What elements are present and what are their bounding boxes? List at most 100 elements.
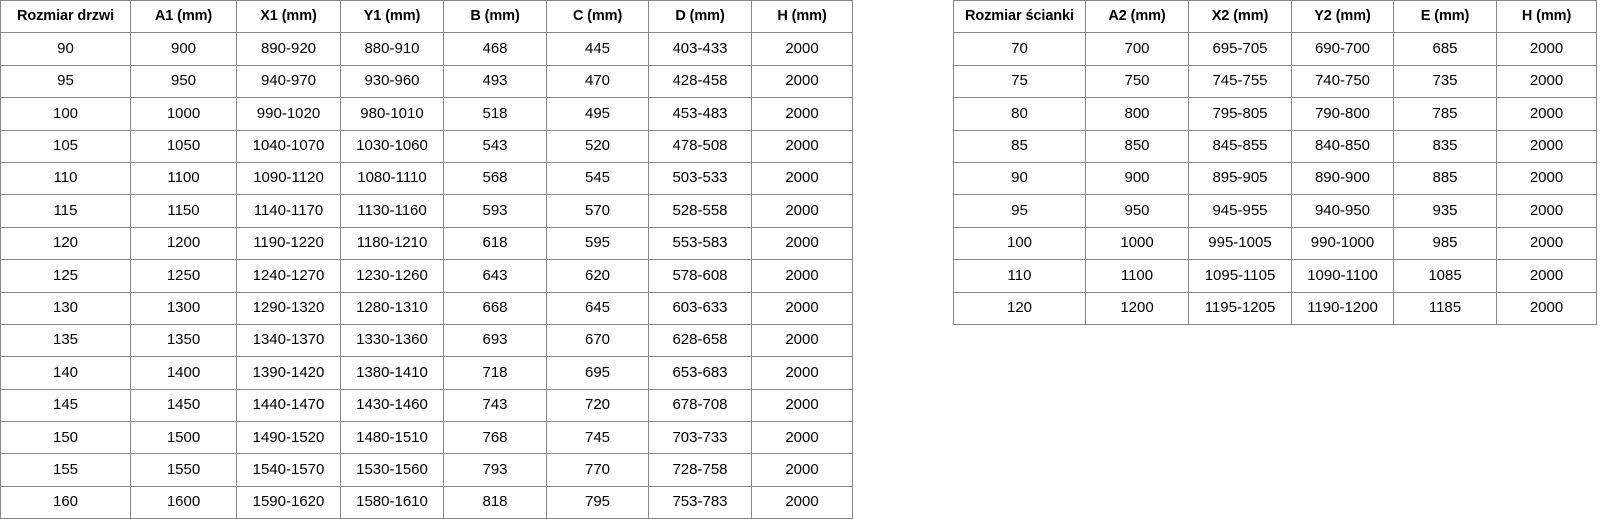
table-cell: 135 — [0, 323, 131, 358]
table-row: 120 1200 1195-1205 1190-1200 1185 2000 — [953, 291, 1597, 325]
table-cell: 2000 — [1496, 161, 1597, 196]
table-cell: 1190-1200 — [1291, 291, 1394, 325]
table-cell: 750 — [1085, 64, 1189, 99]
table-cell: 2000 — [1496, 129, 1597, 163]
table-row: 115 1150 1140-1170 1130-1160 593 570 528-558 20… — [0, 194, 853, 228]
column-header-a2: A2 (mm) — [1085, 0, 1189, 34]
table-cell: 120 — [0, 226, 131, 261]
table-cell: 1300 — [130, 291, 237, 325]
table-cell: 1240-1270 — [236, 259, 341, 293]
table-cell: 95 — [0, 64, 131, 99]
table-cell: 2000 — [751, 291, 853, 325]
table-row: 135 1350 1340-1370 1330-1360 693 670 628-658 20… — [0, 323, 853, 358]
table-cell: 2000 — [751, 226, 853, 261]
table-cell: 1100 — [1085, 259, 1189, 293]
table-cell: 570 — [546, 194, 649, 228]
table-row: 100 1000 995-1005 990-1000 985 2000 — [953, 226, 1597, 261]
table-cell: 80 — [953, 97, 1086, 131]
table-row: 95 950 945-955 940-950 935 2000 — [953, 194, 1597, 228]
table-cell: 1490-1520 — [236, 421, 341, 455]
table-cell: 568 — [443, 161, 547, 196]
table-cell: 1480-1510 — [340, 421, 444, 455]
table-row: 90 900 890-920 880-910 468 445 403-433 2000 — [0, 32, 853, 66]
table-cell: 885 — [1393, 161, 1497, 196]
table-cell: 1500 — [130, 421, 237, 455]
table-cell: 2000 — [1496, 64, 1597, 99]
table-row: 90 900 895-905 890-900 885 2000 — [953, 161, 1597, 196]
table-cell: 90 — [953, 161, 1086, 196]
table-cell: 2000 — [1496, 259, 1597, 293]
table-cell: 160 — [0, 485, 131, 519]
table-row: 95 950 940-970 930-960 493 470 428-458 2000 — [0, 64, 853, 99]
table-cell: 155 — [0, 453, 131, 487]
table-cell: 735 — [1393, 64, 1497, 99]
table-cell: 2000 — [751, 194, 853, 228]
table-cell: 2000 — [1496, 194, 1597, 228]
table-cell: 593 — [443, 194, 547, 228]
door-size-specification-table: Rozmiar drzwi A1 (mm) X1 (mm) Y1 (mm) B … — [0, 0, 853, 519]
table-row: 110 1100 1090-1120 1080-1110 568 545 503-533 20… — [0, 161, 853, 196]
table-row: 160 1600 1590-1620 1580-1610 818 795 753-783 20… — [0, 485, 853, 519]
table-cell: 690-700 — [1291, 32, 1394, 66]
table-cell: 428-458 — [648, 64, 752, 99]
table-cell: 100 — [953, 226, 1086, 261]
table-row: 80 800 795-805 790-800 785 2000 — [953, 97, 1597, 131]
table-cell: 795 — [546, 485, 649, 519]
table-cell: 793 — [443, 453, 547, 487]
table-cell: 1600 — [130, 485, 237, 519]
table-cell: 1250 — [130, 259, 237, 293]
table-cell: 935 — [1393, 194, 1497, 228]
table-cell: 835 — [1393, 129, 1497, 163]
table-cell: 115 — [0, 194, 131, 228]
table-cell: 578-608 — [648, 259, 752, 293]
table-cell: 445 — [546, 32, 649, 66]
table-cell: 1350 — [130, 323, 237, 358]
table-cell: 785 — [1393, 97, 1497, 131]
table-cell: 2000 — [751, 129, 853, 163]
wall-table-header: Rozmiar ścianki A2 (mm) X2 (mm) Y2 (mm) … — [953, 0, 1597, 34]
table-cell: 850 — [1085, 129, 1189, 163]
table-cell: 478-508 — [648, 129, 752, 163]
table-row: 150 1500 1490-1520 1480-1510 768 745 703-733 20… — [0, 421, 853, 455]
table-cell: 470 — [546, 64, 649, 99]
table-cell: 75 — [953, 64, 1086, 99]
table-cell: 1140-1170 — [236, 194, 341, 228]
table-cell: 453-483 — [648, 97, 752, 131]
table-cell: 1590-1620 — [236, 485, 341, 519]
table-cell: 1000 — [1085, 226, 1189, 261]
table-cell: 940-950 — [1291, 194, 1394, 228]
table-cell: 743 — [443, 388, 547, 423]
table-cell: 1195-1205 — [1188, 291, 1292, 325]
table-row: 140 1400 1390-1420 1380-1410 718 695 653-683 20… — [0, 356, 853, 390]
table-cell: 2000 — [1496, 97, 1597, 131]
door-size-table-container: Rozmiar drzwi A1 (mm) X1 (mm) Y1 (mm) B … — [0, 0, 853, 519]
table-cell: 140 — [0, 356, 131, 390]
table-cell: 1000 — [130, 97, 237, 131]
wall-panel-size-specification-table: Rozmiar ścianki A2 (mm) X2 (mm) Y2 (mm) … — [953, 0, 1597, 325]
table-cell: 700 — [1085, 32, 1189, 66]
table-cell: 753-783 — [648, 485, 752, 519]
table-cell: 2000 — [751, 323, 853, 358]
table-cell: 895-905 — [1188, 161, 1292, 196]
column-header-x2: X2 (mm) — [1188, 0, 1292, 34]
table-cell: 1430-1460 — [340, 388, 444, 423]
table-header-row: Rozmiar ścianki A2 (mm) X2 (mm) Y2 (mm) … — [953, 0, 1597, 34]
table-row: 155 1550 1540-1570 1530-1560 793 770 728-758 20… — [0, 453, 853, 487]
table-cell: 90 — [0, 32, 131, 66]
table-cell: 890-900 — [1291, 161, 1394, 196]
table-row: 110 1100 1095-1105 1090-1100 1085 2000 — [953, 259, 1597, 293]
table-cell: 1330-1360 — [340, 323, 444, 358]
table-cell: 2000 — [1496, 226, 1597, 261]
table-cell: 900 — [1085, 161, 1189, 196]
table-cell: 125 — [0, 259, 131, 293]
table-cell: 1180-1210 — [340, 226, 444, 261]
table-cell: 618 — [443, 226, 547, 261]
table-cell: 1095-1105 — [1188, 259, 1292, 293]
table-row: 100 1000 990-1020 980-1010 518 495 453-483 2000 — [0, 97, 853, 131]
table-cell: 553-583 — [648, 226, 752, 261]
table-cell: 1530-1560 — [340, 453, 444, 487]
table-cell: 2000 — [751, 356, 853, 390]
table-cell: 545 — [546, 161, 649, 196]
table-cell: 685 — [1393, 32, 1497, 66]
table-cell: 518 — [443, 97, 547, 131]
